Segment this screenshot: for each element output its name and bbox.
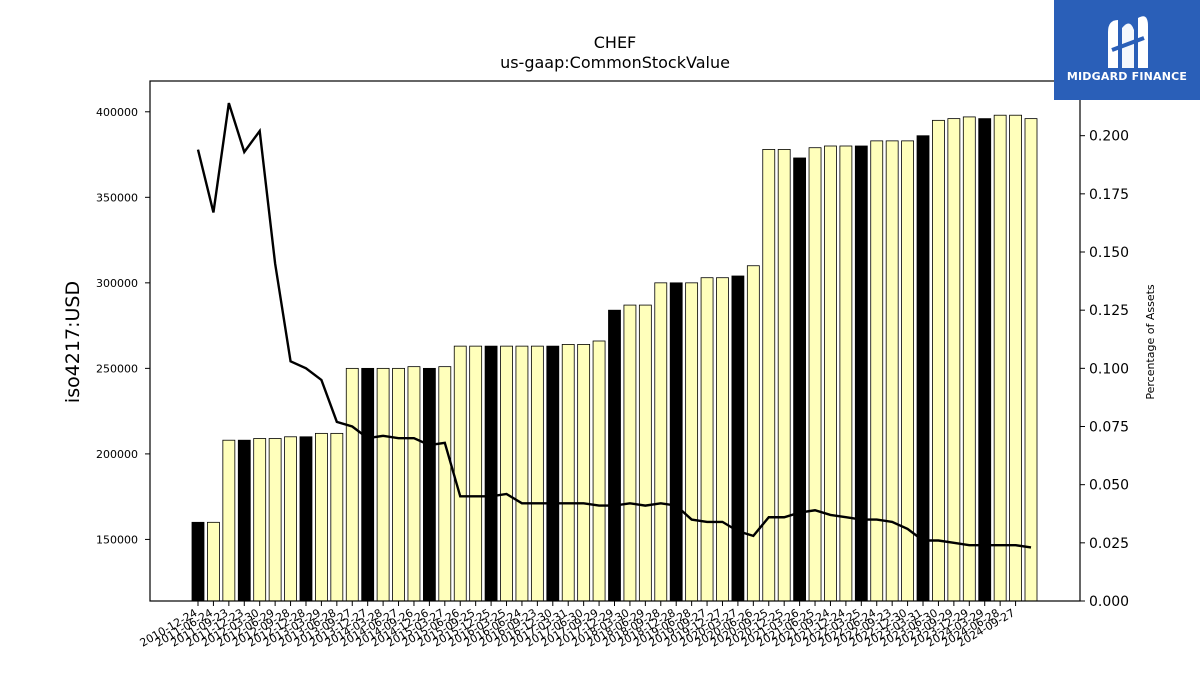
bar: [839, 145, 853, 602]
bar: [793, 157, 807, 602]
bar: [916, 135, 930, 602]
y2-axis-ticks: 0.000 0.025 0.050 0.075 0.100 0.125 0.150 0.175…: [1080, 129, 1129, 610]
bar: [808, 147, 822, 602]
bar: [685, 282, 699, 602]
y-tick-label: 300000: [96, 277, 138, 290]
bar: [330, 432, 344, 602]
bar: [191, 521, 205, 602]
y2-tick-label: 0.175: [1089, 187, 1129, 203]
bar: [947, 118, 961, 602]
bar: [978, 118, 992, 602]
bar: [1009, 114, 1022, 602]
bar: [407, 366, 421, 602]
y2-tick-label: 0.200: [1089, 129, 1129, 145]
bar: [345, 367, 359, 602]
bar: [469, 345, 483, 602]
chart-title: CHEF: [594, 33, 637, 52]
bar: [392, 367, 405, 602]
y2-tick-label: 0.125: [1089, 303, 1129, 319]
bar: [237, 439, 251, 602]
y2-tick-label: 0.000: [1089, 594, 1129, 610]
bar: [577, 344, 591, 602]
y-tick-label: 200000: [96, 448, 138, 461]
y-tick-label: 350000: [96, 191, 138, 204]
midgard-finance-logo: MIDGARD FINANCE: [1054, 0, 1200, 100]
bar: [253, 438, 267, 602]
y2-tick-label: 0.050: [1089, 478, 1129, 494]
bar: [268, 438, 282, 602]
bar: [530, 345, 544, 602]
pct-assets-line: [196, 102, 1032, 549]
bar: [222, 439, 236, 602]
bar: [762, 149, 776, 602]
y-tick-label: 150000: [96, 533, 138, 546]
logo-mark-icon: [1108, 16, 1148, 69]
bar: [207, 521, 220, 602]
y2-tick-label: 0.100: [1089, 361, 1129, 377]
y-axis-label: iso4217:USD: [62, 281, 84, 403]
bar: [315, 432, 328, 602]
chart-subtitle: us-gaap:CommonStockValue: [500, 53, 730, 72]
bar: [746, 265, 760, 602]
bar: [484, 345, 498, 602]
bar: [361, 367, 375, 602]
bar: [623, 304, 637, 602]
bar: [777, 149, 791, 602]
bar: [500, 345, 513, 602]
bar: [515, 345, 529, 602]
bar: [669, 282, 683, 602]
bar: [438, 366, 452, 602]
bar: [731, 275, 745, 602]
bar: [284, 436, 297, 602]
y-tick-label: 400000: [96, 106, 138, 119]
bar: [608, 309, 621, 602]
bar: [561, 344, 575, 602]
bars-group: [191, 114, 1038, 602]
bar: [854, 145, 868, 602]
logo-text: MIDGARD FINANCE: [1066, 70, 1188, 83]
bar: [870, 140, 884, 602]
y2-tick-label: 0.025: [1089, 536, 1129, 552]
bar: [422, 367, 436, 602]
bar: [993, 114, 1007, 602]
y-tick-label: 250000: [96, 362, 138, 375]
bar: [824, 145, 837, 602]
y2-tick-label: 0.150: [1089, 245, 1129, 261]
bar: [654, 282, 668, 602]
bar: [376, 367, 390, 602]
bar: [932, 119, 945, 602]
y2-axis-label: Percentage of Assets: [1144, 284, 1157, 400]
bar: [638, 304, 652, 602]
bar: [962, 116, 976, 602]
bar: [453, 345, 467, 602]
y-axis-ticks: 150000 200000 250000 300000 350000 400000: [96, 106, 150, 546]
bar: [299, 436, 313, 602]
bar: [716, 277, 729, 602]
bar: [592, 340, 606, 602]
bar: [1024, 118, 1038, 602]
bar: [546, 345, 560, 602]
bar: [700, 277, 714, 602]
bar: [885, 140, 899, 602]
x-axis-ticks: 2010-12-242011-06-242011-09-232011-12-23…: [138, 601, 1017, 650]
y2-tick-label: 0.075: [1089, 420, 1129, 436]
line-group: [196, 102, 1032, 549]
